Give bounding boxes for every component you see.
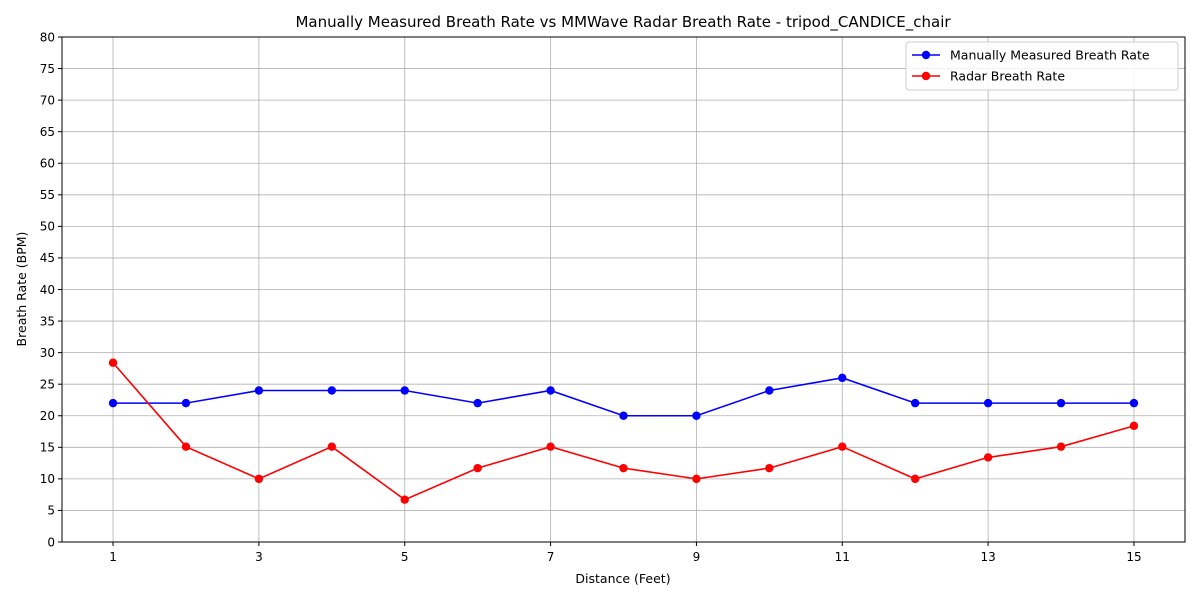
data-point	[1056, 442, 1066, 451]
data-point	[108, 358, 118, 367]
x-tick-label: 3	[255, 550, 263, 564]
data-point	[910, 474, 920, 484]
y-tick-label: 60	[40, 157, 55, 171]
data-point	[1129, 421, 1139, 431]
chart-title: Manually Measured Breath Rate vs MMWave …	[295, 13, 951, 32]
legend-marker	[921, 71, 931, 81]
y-tick-label: 75	[40, 62, 55, 76]
data-point	[254, 386, 264, 395]
data-point	[400, 495, 409, 504]
y-tick-label: 65	[40, 125, 55, 139]
data-point	[619, 411, 628, 420]
legend-marker	[921, 50, 931, 60]
data-point	[254, 474, 264, 484]
x-tick-label: 15	[1126, 550, 1141, 564]
data-point	[838, 442, 847, 451]
data-point	[983, 453, 993, 462]
x-tick-label: 9	[693, 550, 701, 564]
y-axis: 0 5 10 15 20 25 30 35 40 45 50 55 60 65 70 75 80	[40, 30, 62, 549]
x-tick-label: 13	[980, 550, 995, 564]
series-1	[108, 373, 1139, 420]
data-point	[765, 463, 774, 473]
data-point	[983, 398, 993, 408]
y-tick-label: 0	[47, 535, 55, 549]
y-tick-label: 20	[40, 409, 55, 423]
data-point	[910, 398, 920, 408]
y-axis-label: Breath Rate (BPM)	[14, 232, 29, 347]
data-point	[181, 398, 191, 408]
y-tick-label: 30	[40, 346, 55, 360]
y-tick-label: 40	[40, 283, 55, 297]
x-tick-label: 5	[401, 550, 409, 564]
data-point	[327, 442, 337, 451]
y-tick-label: 5	[47, 504, 55, 518]
y-tick-label: 25	[40, 377, 55, 391]
data-point	[838, 373, 847, 383]
data-point	[473, 398, 482, 408]
data-point	[765, 386, 774, 395]
data-point	[108, 398, 118, 408]
legend-label: Radar Breath Rate	[950, 69, 1065, 84]
data-point	[1129, 398, 1139, 408]
data-point	[546, 386, 555, 395]
data-point	[692, 474, 701, 484]
y-tick-label: 55	[40, 188, 55, 202]
data-point	[400, 386, 409, 395]
series-2	[108, 358, 1139, 504]
x-tick-label: 7	[547, 550, 555, 564]
y-tick-label: 35	[40, 314, 55, 328]
legend-label: Manually Measured Breath Rate	[950, 48, 1150, 63]
y-tick-label: 15	[40, 441, 55, 455]
y-tick-label: 70	[40, 93, 55, 107]
x-tick-label: 1	[109, 550, 117, 564]
legend-box	[905, 41, 1179, 91]
legend-item: Manually Measured Breath Rate	[912, 48, 1150, 63]
data-point	[692, 411, 701, 420]
data-point	[327, 386, 337, 395]
x-axis: 1 3 5 7 9 11 13 15	[109, 542, 1142, 564]
y-tick-label: 50	[40, 220, 55, 234]
y-tick-label: 45	[40, 251, 55, 265]
y-tick-label: 80	[40, 30, 55, 44]
data-point	[546, 442, 555, 451]
x-axis-label: Distance (Feet)	[575, 571, 670, 586]
legend-item: Radar Breath Rate	[912, 69, 1065, 84]
data-point	[473, 463, 482, 473]
x-tick-label: 11	[835, 550, 850, 564]
data-point	[1056, 398, 1066, 408]
series-line	[113, 377, 1134, 417]
legend: Manually Measured Breath Rate Radar Breat…	[905, 41, 1179, 91]
data-point	[181, 442, 191, 451]
series-layer	[108, 358, 1139, 504]
y-tick-label: 10	[40, 472, 55, 486]
data-point	[619, 463, 628, 473]
